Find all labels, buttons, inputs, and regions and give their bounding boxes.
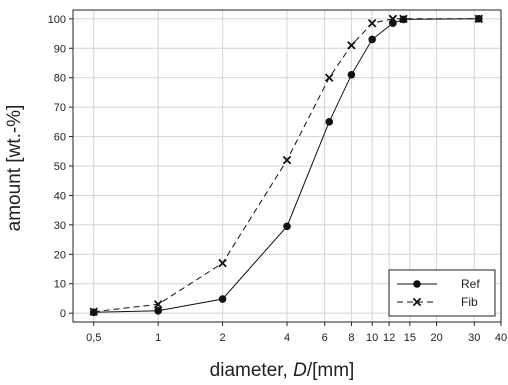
data-point-ref: [325, 118, 334, 126]
data-point-fib: [324, 73, 334, 82]
x-tick-label: 12: [383, 332, 395, 344]
data-point-fib: [474, 14, 484, 24]
y-tick-label: 0: [60, 308, 66, 320]
x-tick-label: 30: [468, 332, 480, 344]
y-tick-label: 90: [54, 43, 66, 55]
y-tick-label: 60: [54, 132, 66, 144]
x-tick-label: 10: [366, 332, 378, 344]
y-tick-label: 70: [54, 102, 66, 114]
x-axis-label-prefix: diameter,: [210, 360, 293, 381]
data-point-fib: [388, 14, 398, 24]
data-point-ref: [283, 222, 291, 231]
x-tick-label: 1: [155, 332, 161, 344]
x-tick-label: 2: [220, 332, 226, 344]
y-tick-label: 40: [54, 190, 66, 202]
legend: Ref Fib: [388, 269, 496, 317]
legend-label-fib: Fib: [461, 295, 478, 309]
x-tick-label: 8: [348, 332, 354, 344]
x-axis-label: diameter, D/[mm]: [210, 360, 355, 381]
x-tick-label: 0,5: [86, 332, 101, 344]
series-line-ref: [93, 18, 479, 313]
data-point-fib: [89, 307, 98, 316]
x-axis-label-symbol: D: [293, 360, 307, 381]
data-point-fib: [153, 300, 163, 309]
data-point-fib: [282, 155, 292, 165]
y-tick-label: 100: [48, 14, 66, 26]
axis-ticks: 0,5 1 2 4 6 8 10 12 15 20 30 4001020304050607080901…: [48, 14, 507, 344]
series-line-fib: [93, 18, 479, 313]
x-tick-label: 40: [495, 332, 507, 344]
y-tick-label: 50: [54, 161, 66, 173]
y-tick-label: 20: [54, 249, 66, 261]
legend-marker-fib: [412, 297, 422, 307]
x-tick-label: 20: [430, 332, 442, 344]
x-tick-label: 6: [322, 332, 328, 344]
y-tick-label: 10: [54, 279, 66, 291]
y-tick-label: 30: [54, 220, 66, 232]
x-tick-label: 15: [404, 332, 416, 344]
series-fib: [89, 14, 484, 316]
data-point-fib: [367, 19, 377, 28]
x-tick-label: 4: [284, 332, 290, 344]
legend-label-ref: Ref: [461, 277, 480, 291]
data-point-fib: [347, 41, 356, 50]
data-point-fib: [218, 258, 227, 268]
data-point-ref: [154, 307, 162, 315]
x-axis-label-suffix: /[mm]: [307, 360, 355, 381]
legend-box: [388, 269, 496, 317]
data-point-ref: [347, 70, 356, 79]
legend-marker-ref: [413, 280, 421, 288]
plot-frame: [72, 9, 502, 323]
data-point-ref: [368, 35, 376, 44]
y-axis-label: amount [wt.-%]: [4, 105, 25, 232]
series-layer: [89, 14, 484, 317]
y-tick-label: 80: [54, 73, 66, 85]
data-point-ref: [218, 295, 227, 303]
data-point-fib: [399, 14, 408, 24]
